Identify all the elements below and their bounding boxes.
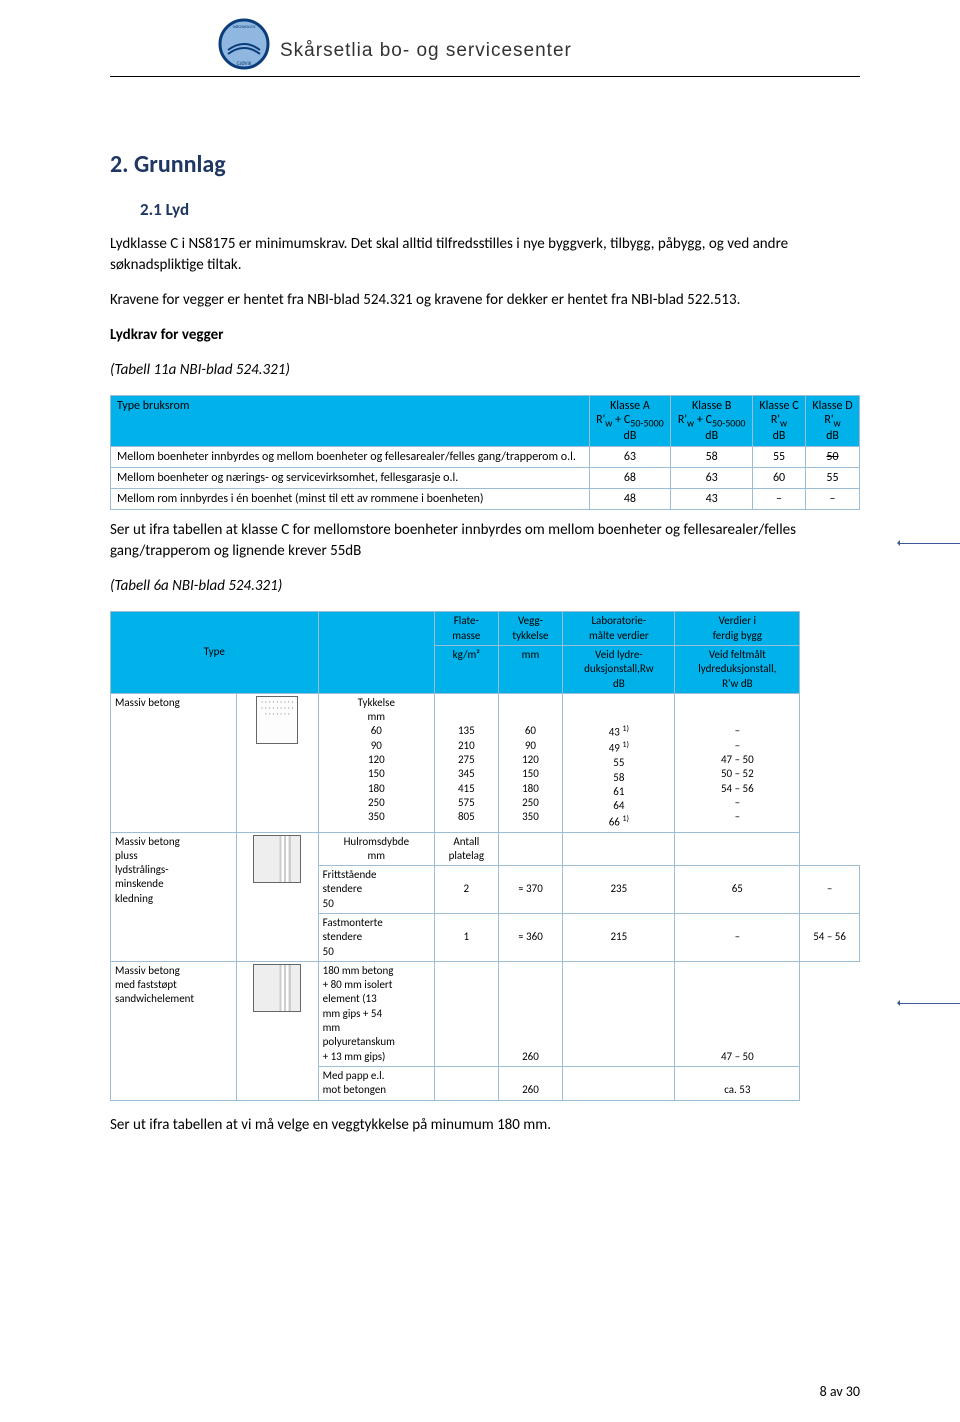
- table-cell: 54 – 56: [800, 914, 860, 962]
- col-header: Verdier iferdig bygg: [675, 612, 800, 646]
- table-cell: [563, 832, 675, 866]
- table-cell: –: [675, 914, 800, 962]
- col-header: Type: [111, 612, 319, 693]
- table-cell: –: [806, 489, 860, 510]
- table-cell: [435, 961, 499, 1066]
- table-cell: 68: [589, 468, 671, 489]
- table-cell: 58: [671, 447, 753, 468]
- subsection-heading: Lydkrav for vegger: [110, 325, 860, 346]
- table-cell: 60: [753, 468, 806, 489]
- lydkrav-table: Type bruksrom Klasse A R'w + C50-5000 dB…: [110, 395, 860, 510]
- table-cell: Mellom boenheter innbyrdes og mellom boe…: [111, 447, 590, 468]
- table-cell: 43 1)49 1)5558616466 1): [563, 693, 675, 832]
- veggtykkelse-table: Type Flate-masse Vegg-tykkelse Laborator…: [110, 611, 860, 1100]
- svg-text:GJØVIK: GJØVIK: [237, 61, 252, 67]
- col-header: Klasse A R'w + C50-5000 dB: [589, 396, 671, 447]
- header-divider: [110, 76, 860, 77]
- table-cell: 55: [753, 447, 806, 468]
- table-cell: 260: [498, 961, 563, 1066]
- table-caption: (Tabell 6a NBI-blad 524.321): [110, 576, 860, 597]
- col-header: Vegg-tykkelse: [498, 612, 563, 646]
- col-header: [318, 612, 434, 693]
- col-header: Veid feltmåltlydreduksjonstall,R'w dB: [675, 645, 800, 693]
- table-row: Mellom boenheter og nærings- og servicev…: [111, 468, 860, 489]
- table-cell: –: [800, 866, 860, 914]
- institution-logo: HØGSKOLEN GJØVIK: [218, 18, 270, 70]
- table-cell: ≈ 360: [498, 914, 563, 962]
- section-heading-2: 2.1 Lyd: [140, 199, 860, 220]
- table-cell: Antallplatelag: [435, 832, 499, 866]
- table-row: Massiv betongplusslydstrålings-minskende…: [111, 832, 860, 866]
- col-header: Klasse B R'w + C50-5000 dB: [671, 396, 753, 447]
- table-cell: ≈ 370: [498, 866, 563, 914]
- paragraph: Ser ut ifra tabellen at vi må velge en v…: [110, 1115, 860, 1136]
- table-cell: 48: [589, 489, 671, 510]
- table-cell: 6090120150180250350: [498, 693, 563, 832]
- col-header: Laboratorie-målte verdier: [563, 612, 675, 646]
- table-cell: [435, 1066, 499, 1100]
- table-cell: ––47 – 5050 – 5254 – 56––: [675, 693, 800, 832]
- table-caption: (Tabell 11a NBI-blad 524.321): [110, 360, 860, 381]
- table-cell: [563, 961, 675, 1066]
- paragraph: Lydklasse C i NS8175 er minimumskrav. De…: [110, 234, 860, 276]
- table-cell: [675, 832, 800, 866]
- col-header: Veid lydre-duksjonstall,RwdB: [563, 645, 675, 693]
- table-row: Massiv betong Tykkelsemm60901201501802503…: [111, 693, 860, 832]
- table-cell: [237, 961, 319, 1100]
- table-row: Mellom rom innbyrdes i én boenhet (minst…: [111, 489, 860, 510]
- table-cell: 55: [806, 468, 860, 489]
- table-cell: Hulromsdybdemm: [318, 832, 434, 866]
- table-cell: [563, 1066, 675, 1100]
- table-cell: 47 – 50: [675, 961, 800, 1066]
- pointer-arrow-icon: [900, 543, 960, 544]
- table-cell: [237, 693, 319, 832]
- table-cell: Tykkelsemm6090120150180250350: [318, 693, 434, 832]
- table-cell: ca. 53: [675, 1066, 800, 1100]
- table-cell: 135210275345415575805: [435, 693, 499, 832]
- page-number: 8 av 30: [820, 1383, 860, 1400]
- paragraph: Kravene for vegger er hentet fra NBI-bla…: [110, 290, 860, 311]
- table-cell: Frittståendestendere50: [318, 866, 434, 914]
- page-content: 2. Grunnlag 2.1 Lyd Lydklasse C i NS8175…: [110, 150, 860, 1150]
- material-swatch-icon: [256, 696, 298, 744]
- table-cell: 2: [435, 866, 499, 914]
- table-cell: [237, 832, 319, 961]
- table-cell: 63: [589, 447, 671, 468]
- table-cell: 43: [671, 489, 753, 510]
- table-row: Mellom boenheter innbyrdes og mellom boe…: [111, 447, 860, 468]
- col-header: Klasse C R'w dB: [753, 396, 806, 447]
- material-swatch-icon: [253, 964, 301, 1012]
- table-cell: 260: [498, 1066, 563, 1100]
- col-header: kg/m²: [435, 645, 499, 693]
- table-row: Massiv betongmed faststøptsandwichelemen…: [111, 961, 860, 1066]
- table-cell: Massiv betong: [111, 693, 237, 832]
- table-cell: Mellom rom innbyrdes i én boenhet (minst…: [111, 489, 590, 510]
- table-cell: 50: [806, 447, 860, 468]
- table-cell: 1: [435, 914, 499, 962]
- col-header: Klasse D R'w dB: [806, 396, 860, 447]
- col-header: Type bruksrom: [111, 396, 590, 447]
- svg-text:HØGSKOLEN: HØGSKOLEN: [233, 25, 256, 30]
- material-swatch-icon: [253, 835, 301, 883]
- table-cell: 65: [675, 866, 800, 914]
- table-cell: Massiv betongmed faststøptsandwichelemen…: [111, 961, 237, 1100]
- table-cell: Massiv betongplusslydstrålings-minskende…: [111, 832, 237, 961]
- table-cell: [498, 832, 563, 866]
- table-cell: 215: [563, 914, 675, 962]
- paragraph: Ser ut ifra tabellen at klasse C for mel…: [110, 520, 860, 562]
- table-cell: 63: [671, 468, 753, 489]
- table-cell: Fastmontertestendere50: [318, 914, 434, 962]
- col-header: mm: [498, 645, 563, 693]
- table-cell: 180 mm betong+ 80 mm isolertelement (13m…: [318, 961, 434, 1066]
- table-cell: –: [753, 489, 806, 510]
- document-title: Skårsetlia bo- og servicesenter: [280, 40, 572, 62]
- table-cell: 235: [563, 866, 675, 914]
- pointer-arrow-icon: [900, 1003, 960, 1004]
- col-header: Flate-masse: [435, 612, 499, 646]
- section-heading-1: 2. Grunnlag: [110, 150, 860, 179]
- table-cell: Mellom boenheter og nærings- og servicev…: [111, 468, 590, 489]
- table-cell: Med papp e.l.mot betongen: [318, 1066, 434, 1100]
